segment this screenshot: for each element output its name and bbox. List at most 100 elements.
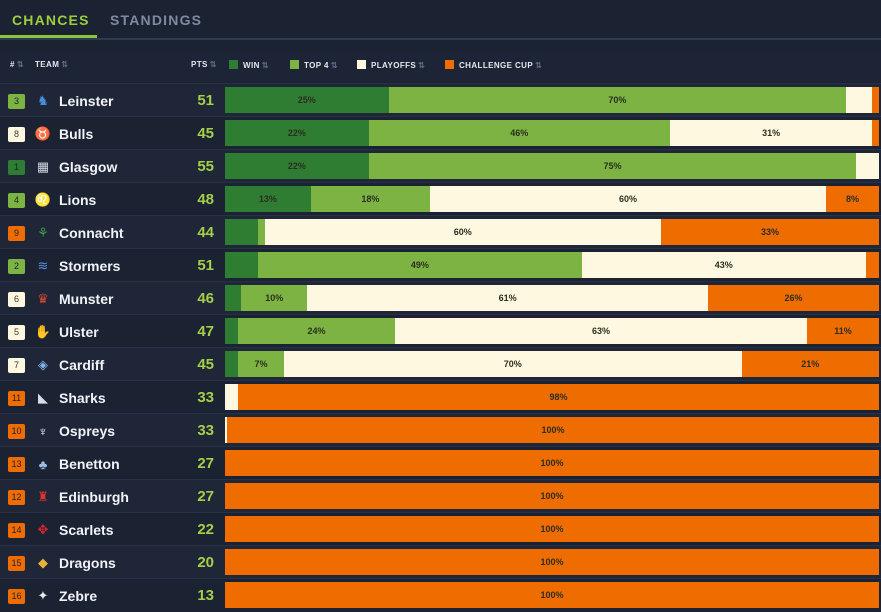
legend-playoffs-label: PLAYOFFS (371, 61, 417, 70)
chance-bar[interactable]: 25% 70% (225, 87, 879, 113)
chance-bar[interactable]: 100% (225, 549, 879, 575)
bar-segment-challenge: 21% (741, 351, 879, 377)
chance-bar[interactable]: 100% (225, 582, 879, 608)
team-name[interactable]: Scarlets (59, 522, 114, 538)
chance-bar[interactable]: 49% 43% (225, 252, 879, 278)
team-name[interactable]: Ospreys (59, 423, 116, 439)
ulster-logo-icon: ✋ (34, 324, 52, 339)
column-pts-header[interactable]: PTS ⇅ (191, 60, 217, 69)
team-name[interactable]: Dragons (59, 555, 116, 571)
bar-segment-challenge: 33% (660, 219, 879, 245)
chance-bar[interactable]: 22% 46% 31% (225, 120, 879, 146)
bar-segment-win (225, 351, 239, 377)
column-team-label: TEAM (35, 60, 60, 69)
bar-segment-top4: 70% (388, 87, 847, 113)
table-row[interactable]: 5 ✋ Ulster 47 24% 63% 11% (0, 314, 881, 348)
sort-arrows-icon: ⇅ (61, 60, 69, 69)
team-name[interactable]: Connacht (59, 225, 124, 241)
team-points: 13 (197, 587, 214, 604)
legend-challenge-cup[interactable]: CHALLENGE CUP ⇅ (445, 60, 542, 70)
table-row[interactable]: 16 ✦ Zebre 13 100% (0, 578, 881, 612)
table-row[interactable]: 9 ⚘ Connacht 44 60% 33% (0, 215, 881, 249)
table-row[interactable]: 13 ♣ Benetton 27 100% (0, 446, 881, 480)
bulls-logo-icon: ♉ (34, 126, 52, 141)
chance-bar[interactable]: 100% (225, 450, 879, 476)
column-pts-label: PTS (191, 60, 208, 69)
team-name[interactable]: Glasgow (59, 159, 118, 175)
tab-standings[interactable]: STANDINGS (110, 12, 203, 28)
table-row[interactable]: 7 ◈ Cardiff 45 7% 70% 21% (0, 347, 881, 381)
bar-segment-challenge (872, 120, 879, 146)
table-row[interactable]: 1 ▦ Glasgow 55 22% 75% (0, 149, 881, 183)
team-name[interactable]: Sharks (59, 390, 106, 406)
chance-bar[interactable]: 100% (225, 417, 879, 443)
bar-segment-playoffs: 60% (429, 186, 827, 212)
column-team-header[interactable]: TEAM ⇅ (35, 60, 68, 69)
team-name[interactable]: Zebre (59, 588, 98, 604)
chance-bar[interactable]: 60% 33% (225, 219, 879, 245)
column-rank-header[interactable]: # ⇅ (10, 60, 24, 69)
cardiff-logo-icon: ◈ (38, 357, 48, 372)
benetton-logo-icon: ♣ (38, 456, 48, 472)
legend-top4-label: TOP 4 (304, 61, 329, 70)
bar-segment-challenge: 98% (238, 384, 879, 410)
team-name[interactable]: Stormers (59, 258, 121, 274)
bar-segment-playoffs: 70% (283, 351, 742, 377)
bar-segment-playoffs: 31% (669, 120, 873, 146)
team-name[interactable]: Edinburgh (59, 489, 129, 505)
table-row[interactable]: 3 ♞ Leinster 51 25% 70% (0, 83, 881, 117)
team-name[interactable]: Lions (59, 192, 97, 208)
chance-bar[interactable]: 22% 75% (225, 153, 879, 179)
rank-badge: 4 (8, 193, 25, 208)
table-row[interactable]: 2 ≋ Stormers 51 49% 43% (0, 248, 881, 282)
table-row[interactable]: 14 ✥ Scarlets 22 100% (0, 512, 881, 546)
team-name[interactable]: Benetton (59, 456, 120, 472)
bar-segment-top4: 49% (258, 252, 582, 278)
table-row[interactable]: 4 ♌ Lions 48 13% 18% 60% 8% (0, 182, 881, 216)
legend-challenge-label: CHALLENGE CUP (459, 61, 534, 70)
chance-bar[interactable]: 98% (225, 384, 879, 410)
table-row[interactable]: 11 ◣ Sharks 33 98% (0, 380, 881, 414)
bar-segment-playoffs: 63% (395, 318, 808, 344)
table-row[interactable]: 15 ◆ Dragons 20 100% (0, 545, 881, 579)
table-row[interactable]: 12 ♜ Edinburgh 27 100% (0, 479, 881, 513)
team-name[interactable]: Leinster (59, 93, 114, 109)
legend-win-swatch (229, 60, 238, 69)
team-name[interactable]: Ulster (59, 324, 99, 340)
legend-win-label: WIN (243, 61, 260, 70)
chance-bar[interactable]: 10% 61% 26% (225, 285, 879, 311)
team-points: 44 (197, 224, 214, 241)
table-row[interactable]: 10 ♆ Ospreys 33 100% (0, 413, 881, 447)
bar-segment-playoffs (856, 153, 879, 179)
table-row[interactable]: 6 ♛ Munster 46 10% 61% 26% (0, 281, 881, 315)
chance-bar[interactable]: 100% (225, 516, 879, 542)
lions-logo-icon: ♌ (34, 192, 52, 207)
team-name[interactable]: Cardiff (59, 357, 105, 373)
legend-win[interactable]: WIN ⇅ (229, 60, 269, 70)
team-name[interactable]: Bulls (59, 126, 94, 142)
bar-segment-challenge: 100% (225, 483, 879, 509)
rank-badge: 10 (8, 424, 25, 439)
chance-bar[interactable]: 7% 70% 21% (225, 351, 879, 377)
bar-segment-win (225, 318, 239, 344)
sort-arrows-icon: ⇅ (16, 60, 24, 69)
team-name[interactable]: Munster (59, 291, 114, 307)
chance-bar[interactable]: 24% 63% 11% (225, 318, 879, 344)
legend-playoffs[interactable]: PLAYOFFS ⇅ (357, 60, 425, 70)
bar-segment-win: 13% (225, 186, 311, 212)
scarlets-logo-icon: ✥ (37, 522, 49, 537)
bar-segment-playoffs (225, 384, 239, 410)
team-points: 45 (197, 356, 214, 373)
bar-segment-challenge: 100% (225, 549, 879, 575)
zebre-logo-icon: ✦ (37, 588, 49, 603)
bar-segment-challenge: 100% (226, 417, 879, 443)
edinburgh-logo-icon: ♜ (37, 489, 49, 504)
chance-bar[interactable]: 13% 18% 60% 8% (225, 186, 879, 212)
tab-chances[interactable]: CHANCES (12, 12, 90, 28)
table-row[interactable]: 8 ♉ Bulls 45 22% 46% 31% (0, 116, 881, 150)
chance-bar[interactable]: 100% (225, 483, 879, 509)
legend-top4[interactable]: TOP 4 ⇅ (290, 60, 338, 70)
table-header: # ⇅ TEAM ⇅ PTS ⇅ WIN ⇅ TOP 4 ⇅ PLAYOFFS ⇅ CHAL… (0, 50, 881, 82)
column-rank-label: # (10, 60, 15, 69)
sort-arrows-icon: ⇅ (330, 61, 338, 70)
